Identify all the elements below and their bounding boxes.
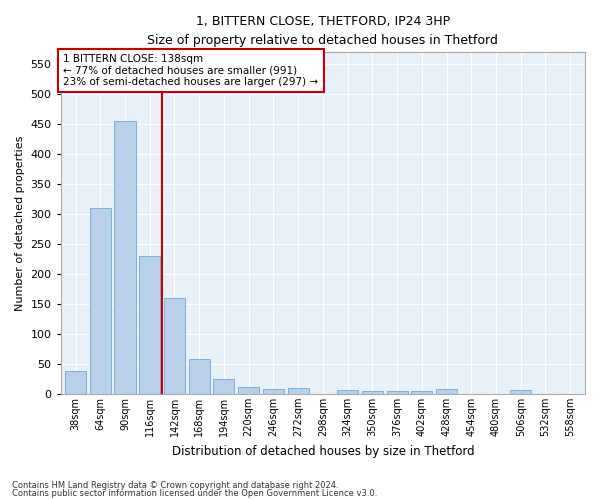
- Bar: [90, 208, 111, 394]
- Bar: [362, 391, 383, 394]
- Bar: [287, 388, 308, 394]
- Text: 1 BITTERN CLOSE: 138sqm
← 77% of detached houses are smaller (991)
23% of semi-d: 1 BITTERN CLOSE: 138sqm ← 77% of detache…: [64, 54, 319, 87]
- Bar: [510, 390, 531, 394]
- Bar: [386, 392, 407, 394]
- Bar: [65, 371, 86, 394]
- Bar: [411, 392, 432, 394]
- Y-axis label: Number of detached properties: Number of detached properties: [15, 136, 25, 311]
- Bar: [139, 256, 160, 394]
- Bar: [436, 389, 457, 394]
- Text: Contains HM Land Registry data © Crown copyright and database right 2024.: Contains HM Land Registry data © Crown c…: [12, 480, 338, 490]
- Text: Contains public sector information licensed under the Open Government Licence v3: Contains public sector information licen…: [12, 489, 377, 498]
- Bar: [188, 359, 210, 394]
- Bar: [214, 379, 235, 394]
- Title: 1, BITTERN CLOSE, THETFORD, IP24 3HP
Size of property relative to detached house: 1, BITTERN CLOSE, THETFORD, IP24 3HP Siz…: [148, 15, 498, 47]
- X-axis label: Distribution of detached houses by size in Thetford: Distribution of detached houses by size …: [172, 444, 474, 458]
- Bar: [337, 390, 358, 394]
- Bar: [115, 121, 136, 394]
- Bar: [164, 298, 185, 394]
- Bar: [263, 389, 284, 394]
- Bar: [238, 388, 259, 394]
